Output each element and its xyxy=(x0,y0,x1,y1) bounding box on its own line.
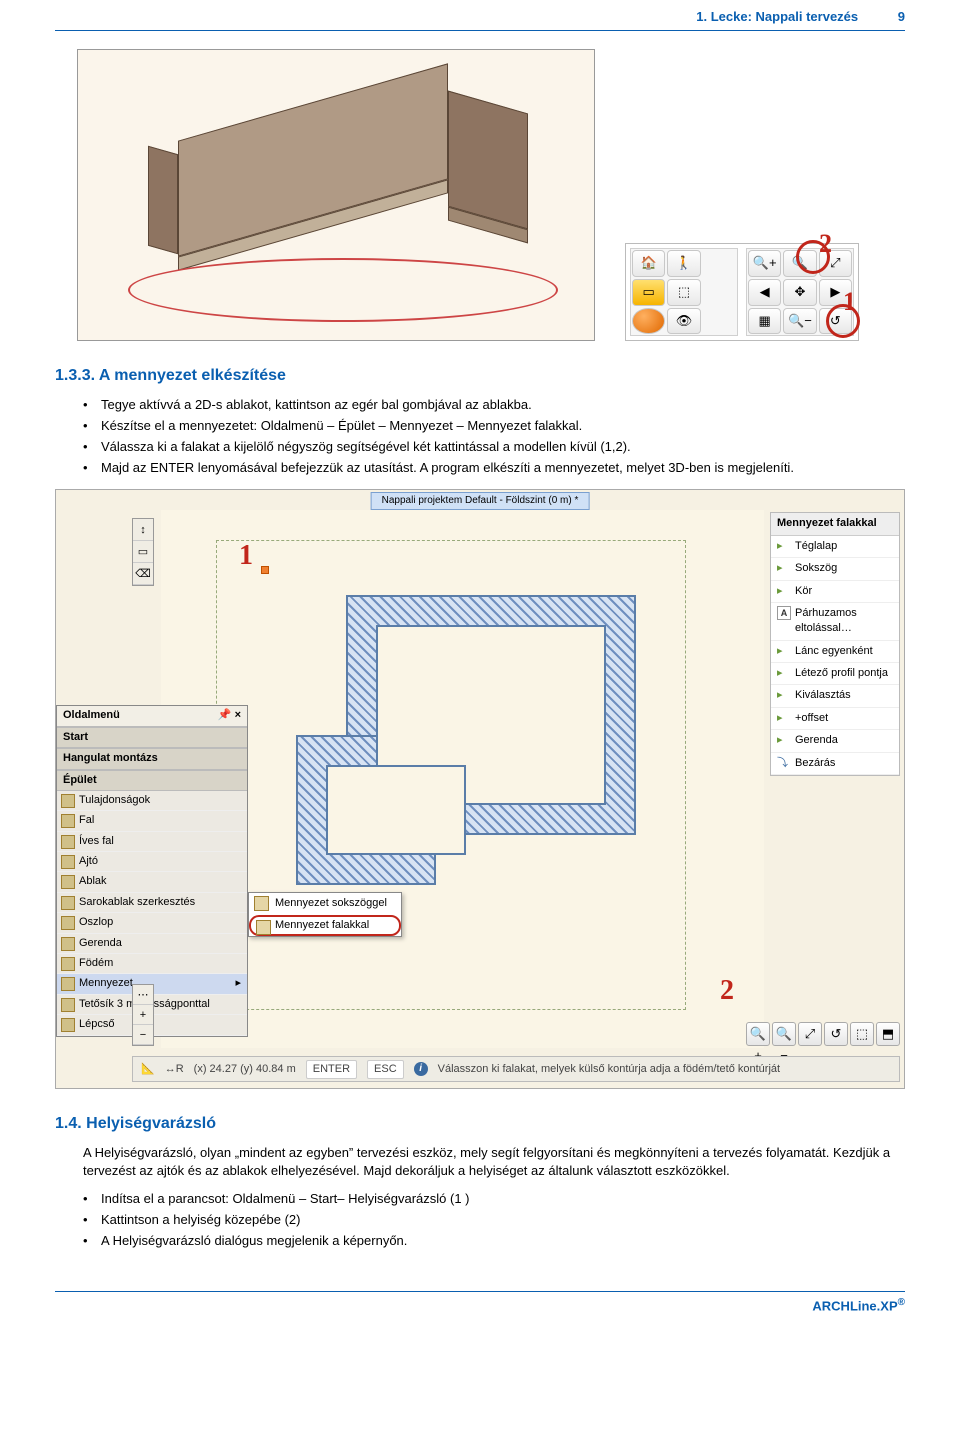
callout-ring-2-icon xyxy=(796,240,830,274)
nav-face-icon[interactable]: ▭ xyxy=(632,279,665,306)
enter-key-chip[interactable]: ENTER xyxy=(306,1060,357,1079)
drawing-canvas[interactable]: 1 2 xyxy=(161,510,764,1048)
zoom-strip-left[interactable]: ⋯ + − xyxy=(132,984,154,1046)
zoom-out-button[interactable]: 🔍− xyxy=(772,1022,796,1046)
right-panel-item[interactable]: Párhuzamos eltolással… xyxy=(771,603,899,641)
page-footer: ARCHLine.XP® xyxy=(55,1291,905,1316)
side-panel-item[interactable]: Ajtó xyxy=(57,852,247,872)
chevron-right-icon: ▸ xyxy=(235,976,241,991)
right-panel-item[interactable]: Létező profil pontja xyxy=(771,663,899,685)
zoom-in-icon[interactable]: + xyxy=(133,1005,153,1025)
right-panel-item[interactable]: Lánc egyenként xyxy=(771,641,899,663)
zoom-out-icon[interactable]: 🔍− xyxy=(783,308,816,335)
right-panel-item[interactable]: Kiválasztás xyxy=(771,685,899,707)
flyout-item[interactable]: Mennyezet sokszöggel xyxy=(249,893,401,914)
info-icon: i xyxy=(414,1062,428,1076)
bullets-133: Tegye aktívvá a 2D-s ablakot, kattintson… xyxy=(83,396,905,478)
heading-133: 1.3.3. A mennyezet elkészítése xyxy=(55,365,905,387)
zoom-reset-button[interactable]: ↺ xyxy=(824,1022,848,1046)
pan-center-icon[interactable]: ✥ xyxy=(783,279,816,306)
zoom-in-icon[interactable]: 🔍+ xyxy=(748,250,781,277)
nav-wheel-left[interactable]: 🏠 🚶 ▭ ⬚ 👁 xyxy=(630,248,738,336)
heading-14: 1.4. Helyiségvarázsló xyxy=(55,1113,905,1135)
bullet-item: A Helyiségvarázsló dialógus megjelenik a… xyxy=(83,1232,905,1250)
grid-icon[interactable]: ▦ xyxy=(748,308,781,335)
callout-marker-icon xyxy=(261,566,269,574)
nav-orbit-icon[interactable] xyxy=(632,308,665,335)
right-panel-item[interactable]: Bezárás xyxy=(771,753,899,775)
floorplan-inner xyxy=(326,765,466,855)
side-panel-item[interactable]: Fal xyxy=(57,811,247,831)
figure-3d-model-and-navwheels: 🏠 🚶 ▭ ⬚ 👁 🔍+ 🔍 ⤢ ◀ ✥ ▶ ▦ 🔍− ↺ xyxy=(77,49,905,341)
nav-eye-icon[interactable]: 👁 xyxy=(667,308,700,335)
side-panel-item[interactable]: Íves fal xyxy=(57,832,247,852)
right-panel-heading: Mennyezet falakkal xyxy=(771,513,899,535)
bullet-item: Kattintson a helyiség közepébe (2) xyxy=(83,1211,905,1229)
bullet-item: Indítsa el a parancsot: Oldalmenü – Star… xyxy=(83,1190,905,1208)
coord-readout: (x) 24.27 (y) 40.84 m xyxy=(194,1062,296,1077)
pin-icon[interactable]: 📌 × xyxy=(218,708,241,723)
right-panel-item[interactable]: +offset xyxy=(771,708,899,730)
status-hint: Válasszon ki falakat, melyek külső kontú… xyxy=(438,1062,780,1077)
side-section[interactable]: Start xyxy=(57,727,247,748)
nav-box-icon[interactable]: ⬚ xyxy=(667,279,700,306)
callout-1: 1 xyxy=(239,536,253,575)
angle-icon[interactable]: 📐 xyxy=(141,1062,155,1077)
side-section[interactable]: Hangulat montázs xyxy=(57,748,247,769)
right-tool-panel[interactable]: Mennyezet falakkal TéglalapSokszögKörPár… xyxy=(770,512,900,776)
vtool-icon[interactable]: ⌫ xyxy=(133,563,153,585)
pan-left-icon[interactable]: ◀ xyxy=(748,279,781,306)
para-14: A Helyiségvarázsló, olyan „mindent az eg… xyxy=(83,1144,905,1180)
drawing-title-chip: Nappali projektem Default - Földszint (0… xyxy=(371,492,590,510)
bullet-item: Válassza ki a falakat a kijelölő négyszö… xyxy=(83,438,905,456)
flyout-menu[interactable]: Mennyezet sokszöggelMennyezet falakkal xyxy=(248,892,402,937)
zoom-extents-button[interactable]: ⬒ xyxy=(876,1022,900,1046)
right-panel-item[interactable]: Kör xyxy=(771,581,899,603)
zoom-in-button[interactable]: 🔍+ xyxy=(746,1022,770,1046)
vertical-tool-strip[interactable]: ↕ ▭ ⌫ xyxy=(132,518,154,586)
right-panel-item[interactable]: Gerenda xyxy=(771,730,899,752)
callout-2: 2 xyxy=(720,971,734,1010)
nav-wheel-panel: 🏠 🚶 ▭ ⬚ 👁 🔍+ 🔍 ⤢ ◀ ✥ ▶ ▦ 🔍− ↺ xyxy=(625,243,859,341)
zoom-menu-icon[interactable]: ⋯ xyxy=(133,985,153,1005)
registered-icon: ® xyxy=(898,1297,905,1308)
footer-brand: ARCHLine.XP xyxy=(812,1298,897,1313)
flyout-item[interactable]: Mennyezet falakkal xyxy=(249,915,401,936)
side-panel-item[interactable]: Ablak xyxy=(57,872,247,892)
bullet-item: Tegye aktívvá a 2D-s ablakot, kattintson… xyxy=(83,396,905,414)
page-number: 9 xyxy=(898,9,905,24)
side-panel-item[interactable]: Gerenda xyxy=(57,934,247,954)
zoom-fit-button[interactable]: ⤢ xyxy=(798,1022,822,1046)
side-panel-title: Oldalmenü xyxy=(63,708,120,723)
ruler-icon[interactable]: ↔R xyxy=(165,1062,184,1077)
side-panel-item[interactable]: Födém xyxy=(57,954,247,974)
zoom-window-button[interactable]: ⬚ xyxy=(850,1022,874,1046)
figure-2d-editor: Nappali projektem Default - Földszint (0… xyxy=(55,489,905,1089)
zoom-strip-right[interactable]: 🔍+ 🔍− ⤢ ↺ ⬚ ⬒ xyxy=(746,1022,900,1046)
side-panel-item[interactable]: Sarokablak szerkesztés xyxy=(57,893,247,913)
side-section[interactable]: Épület xyxy=(57,770,247,791)
vtool-icon[interactable]: ▭ xyxy=(133,541,153,563)
vtool-icon[interactable]: ↕ xyxy=(133,519,153,541)
nav-walk-icon[interactable]: 🚶 xyxy=(667,250,700,277)
bullets-14: Indítsa el a parancsot: Oldalmenü – Star… xyxy=(83,1190,905,1251)
zoom-out-icon[interactable]: − xyxy=(133,1025,153,1045)
esc-key-chip[interactable]: ESC xyxy=(367,1060,404,1079)
header-title: 1. Lecke: Nappali tervezés xyxy=(696,9,858,24)
side-panel-item[interactable]: Tulajdonságok xyxy=(57,791,247,811)
bullet-item: Majd az ENTER lenyomásával befejezzük az… xyxy=(83,459,905,477)
nav-home-icon[interactable]: 🏠 xyxy=(632,250,665,277)
callout-ring-1-icon xyxy=(826,304,860,338)
status-bar: 📐 ↔R (x) 24.27 (y) 40.84 m ENTER ESC i V… xyxy=(132,1056,900,1082)
model-3d-preview xyxy=(77,49,595,341)
right-panel-item[interactable]: Sokszög xyxy=(771,558,899,580)
side-panel-item[interactable]: Oszlop xyxy=(57,913,247,933)
bullet-item: Készítse el a mennyezetet: Oldalmenü – É… xyxy=(83,417,905,435)
page-header: 1. Lecke: Nappali tervezés 9 xyxy=(55,0,905,31)
selection-ring-icon xyxy=(128,258,558,322)
right-panel-item[interactable]: Téglalap xyxy=(771,536,899,558)
